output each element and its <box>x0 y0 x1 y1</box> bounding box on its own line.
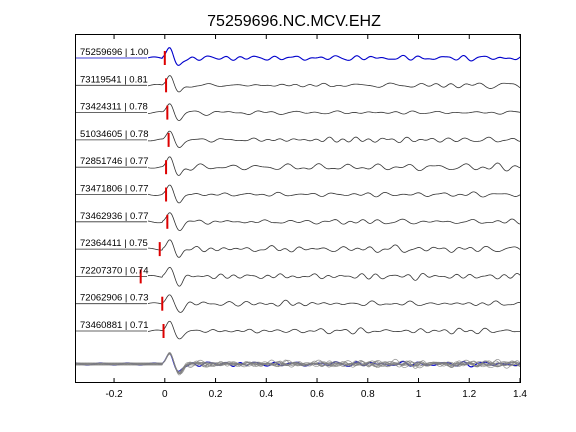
x-tick-label: 0.2 <box>209 389 223 400</box>
trace-label: 72364411 | 0.75 <box>80 238 148 249</box>
trace-label: 73460881 | 0.71 <box>80 320 149 331</box>
trace-label: 73471806 | 0.77 <box>80 184 149 195</box>
trace-label: 73462936 | 0.77 <box>80 211 149 222</box>
stacked-traces <box>75 351 521 376</box>
trace-line <box>147 130 521 148</box>
trace-label: 73424311 | 0.78 <box>80 102 148 113</box>
trace-label: 72851746 | 0.77 <box>80 156 149 167</box>
trace-label: 73119541 | 0.81 <box>80 74 148 85</box>
trace-line <box>147 184 521 204</box>
pick-markers <box>139 51 170 338</box>
trace-line <box>147 266 521 287</box>
trace-line <box>147 47 521 66</box>
x-axis-ticks: -0.2 0 0.2 0.4 0.6 0.8 1 1.2 1.4 <box>105 35 527 400</box>
trace-group <box>76 47 521 340</box>
stacked-trace-line <box>75 352 521 374</box>
x-tick-label: -0.2 <box>105 389 123 400</box>
x-tick-label: 0 <box>162 389 168 400</box>
chart-title: 75259696.NC.MCV.EHZ <box>207 13 381 30</box>
x-tick-label: 0.6 <box>310 389 324 400</box>
trace-line <box>147 294 521 313</box>
stacked-trace-line <box>75 351 521 374</box>
x-tick-label: 0.4 <box>259 389 273 400</box>
x-tick-label: 1 <box>416 389 422 400</box>
trace-line <box>147 212 521 231</box>
trace-line <box>147 156 521 176</box>
x-tick-label: 0.8 <box>361 389 375 400</box>
plot-frame <box>75 34 521 383</box>
stacked-trace-line <box>75 353 521 376</box>
trace-line <box>147 239 521 258</box>
trace-line <box>147 75 521 93</box>
trace-line <box>147 103 521 122</box>
trace-label: 72207370 | 0.74 <box>80 265 149 276</box>
trace-labels: 75259696 | 1.00 73119541 | 0.81 73424311 |… <box>80 47 149 331</box>
trace-label: 51034605 | 0.78 <box>80 129 149 140</box>
x-tick-label: 1.2 <box>462 389 476 400</box>
trace-label: 72062906 | 0.73 <box>80 293 149 304</box>
x-tick-label: 1.4 <box>513 389 527 400</box>
trace-line <box>147 320 521 340</box>
trace-label: 75259696 | 1.00 <box>80 47 149 58</box>
